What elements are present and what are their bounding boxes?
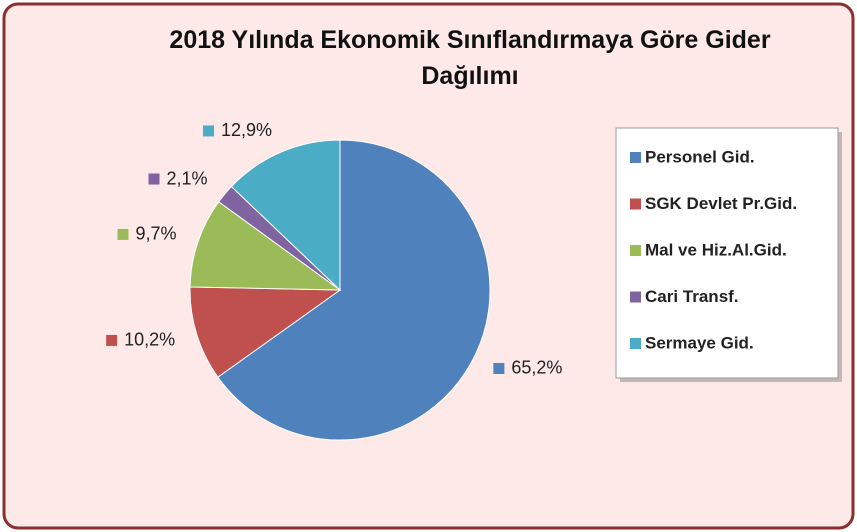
pie-slice [217,139,491,441]
legend-marker [630,291,641,303]
data-label: 12,9% [221,120,272,140]
label-marker [148,173,160,185]
legend-label: Mal ve Hiz.Al.Gid. [645,240,787,259]
label-marker [106,334,118,346]
legend-box [615,127,839,379]
label-marker [117,228,129,240]
legend-marker [630,245,641,256]
data-label: 9,7% [135,224,176,244]
legend-marker [630,198,641,210]
legend-label: SGK Devlet Pr.Gid. [645,194,797,213]
label-marker [203,125,215,137]
pie-slice [189,201,342,291]
chart-title: 2018 Yılında Ekonomik Sınıflandırmaya Gö… [169,26,771,90]
legend-label: Sermaye Gid. [645,333,754,352]
legend-label: Personel Gid. [645,147,755,166]
data-label: 10,2% [124,330,175,350]
legend-label: Cari Transf. [645,287,739,306]
data-label: 2,1% [166,168,207,188]
pie-slice [230,139,341,292]
legend-marker [630,152,641,163]
label-marker [493,362,505,374]
legend-marker [630,338,641,349]
pie-slice [189,286,342,378]
data-label: 65,2% [511,358,562,378]
